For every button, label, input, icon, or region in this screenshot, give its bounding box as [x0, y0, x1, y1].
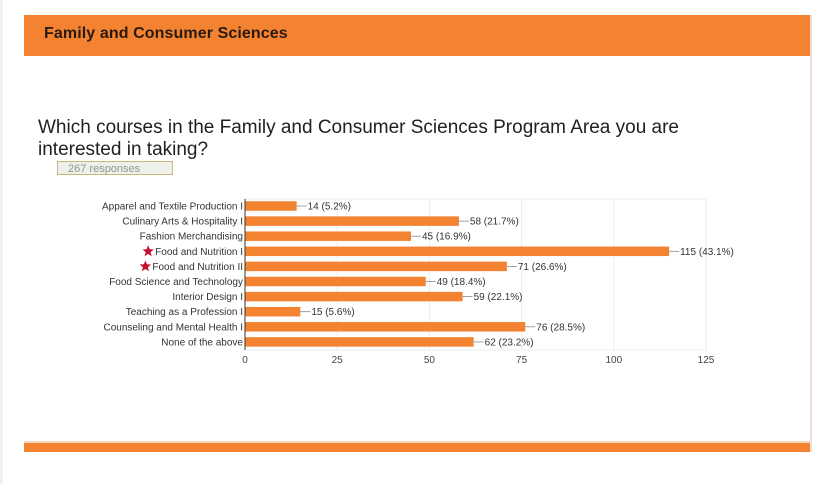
data-label: 71 (26.6%) — [518, 262, 567, 273]
data-label: 58 (21.7%) — [470, 217, 519, 228]
bar — [245, 201, 297, 211]
bar — [245, 276, 426, 287]
data-label: 45 (16.9%) — [422, 232, 471, 243]
category-label: Apparel and Textile Production I — [102, 202, 243, 213]
footer-divider — [24, 443, 810, 452]
bar — [245, 246, 670, 257]
bar — [245, 291, 463, 302]
category-label: Culinary Arts & Hospitality I — [122, 217, 243, 228]
category-label: Food Science and Technology — [109, 277, 243, 288]
data-label: 59 (22.1%) — [474, 292, 523, 303]
category-label: Fashion Merchandising — [140, 232, 243, 243]
bar — [245, 231, 411, 241]
data-label: 49 (18.4%) — [437, 277, 486, 288]
x-tick-label: 125 — [698, 355, 715, 366]
x-tick-label: 0 — [242, 355, 248, 366]
category-label: None of the above — [161, 337, 243, 348]
category-label: Food and Nutrition I — [155, 247, 243, 258]
card-right-border — [810, 15, 812, 452]
x-tick-label: 50 — [424, 355, 436, 366]
section-title: Family and Consumer Sciences — [44, 25, 288, 42]
bar — [245, 216, 459, 226]
bar — [245, 261, 507, 272]
star-icon — [139, 260, 152, 272]
footer-divider-shadow — [24, 441, 810, 443]
bar — [245, 306, 301, 317]
category-label: Teaching as a Profession I — [126, 307, 243, 318]
data-label: 14 (5.2%) — [308, 202, 351, 213]
data-label: 76 (28.5%) — [536, 322, 585, 333]
x-tick-label: 75 — [516, 355, 528, 366]
x-tick-label: 25 — [332, 355, 344, 366]
responses-count: 267 responses — [57, 161, 173, 175]
question-title: Which courses in the Family and Consumer… — [38, 117, 679, 160]
category-label: Counseling and Mental Health I — [103, 322, 243, 333]
data-label: 62 (23.2%) — [485, 337, 534, 348]
bar — [245, 322, 526, 332]
bar — [245, 337, 474, 347]
category-label: Food and Nutrition II — [152, 262, 243, 273]
category-label: Interior Design I — [172, 292, 243, 303]
section-header: Family and Consumer Sciences — [24, 15, 810, 56]
page-left-edge — [0, 0, 3, 484]
data-label: 115 (43.1%) — [680, 247, 734, 258]
star-icon — [142, 245, 154, 257]
x-tick-label: 100 — [605, 355, 622, 366]
data-label: 15 (5.6%) — [311, 307, 354, 318]
